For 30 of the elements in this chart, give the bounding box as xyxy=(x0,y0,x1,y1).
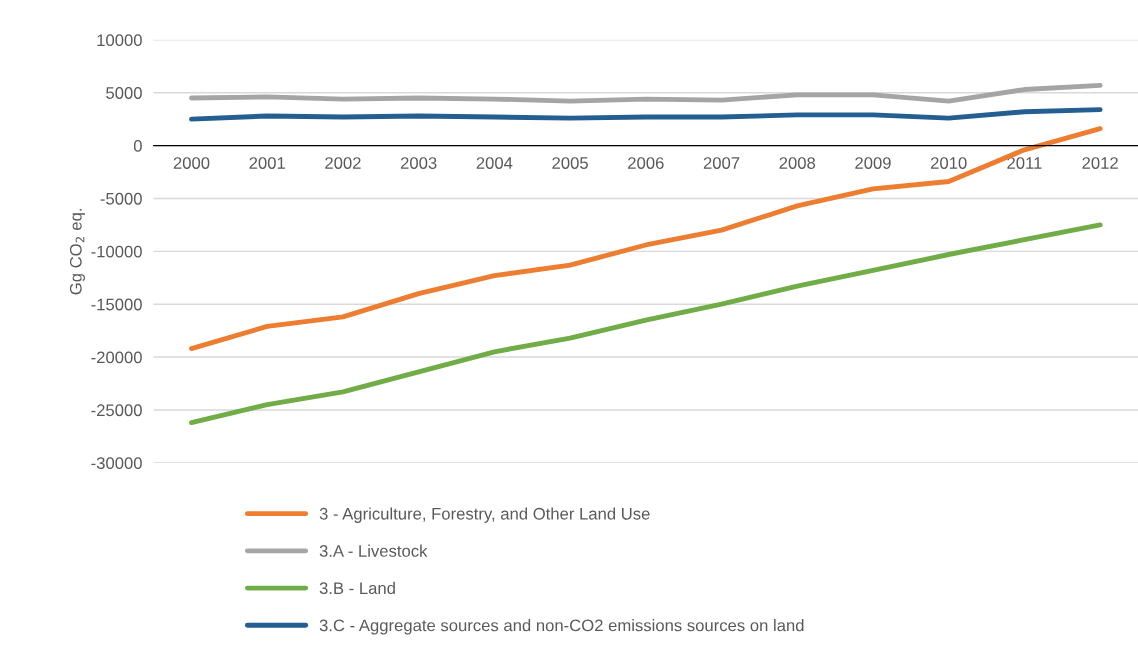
x-tick-label: 2010 xyxy=(931,157,967,169)
x-tick-label: 2000 xyxy=(173,157,210,169)
line-series xyxy=(189,82,1103,104)
x-tick-label: 2003 xyxy=(400,157,437,169)
x-tick-label: 2005 xyxy=(552,157,588,169)
y-tick-label: -20000 xyxy=(91,351,142,364)
y-tick-label: 10000 xyxy=(97,34,142,47)
line-series xyxy=(189,107,1103,122)
x-tick-label: 2002 xyxy=(325,157,361,169)
x-tick-label: 2006 xyxy=(628,157,664,169)
x-tick-label: 2008 xyxy=(779,157,816,169)
x-tick-label: 2007 xyxy=(703,157,740,169)
line-series xyxy=(189,222,1103,426)
y-axis-title: Gg CO$_{2}$ eq. xyxy=(69,209,85,295)
legend-label: 3 - Agriculture, Forestry, and Other Land Use xyxy=(319,507,650,523)
legend-label: 3.B - Land xyxy=(319,581,395,595)
y-tick-label: -25000 xyxy=(91,404,142,417)
y-tick-label: -5000 xyxy=(100,192,142,205)
y-tick-label: -15000 xyxy=(91,298,142,311)
legend-label: 3.C - Aggregate sources and non-CO2 emissions sources on land xyxy=(319,619,804,635)
x-tick-label: 2012 xyxy=(1082,157,1118,169)
x-tick-label: 2009 xyxy=(855,157,891,169)
legend-label: 3.A - Livestock xyxy=(319,544,428,557)
y-tick-label: -10000 xyxy=(91,245,142,258)
x-tick-label: 2004 xyxy=(476,157,513,169)
y-tick-label: 5000 xyxy=(106,87,142,99)
x-tick-label: 2011 xyxy=(1007,157,1042,169)
x-tick-label: 2001 xyxy=(249,157,285,169)
y-tick-label: -30000 xyxy=(91,457,142,470)
y-tick-label: 0 xyxy=(133,139,142,152)
